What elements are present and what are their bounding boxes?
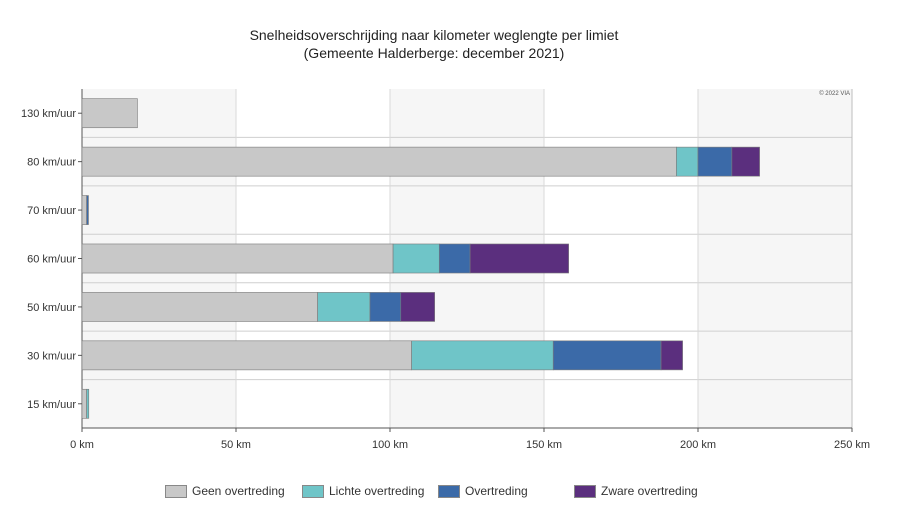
bar-segment: [317, 292, 371, 322]
x-tick-label: 250 km: [834, 439, 870, 451]
legend-item-lichte: Lichte overtreding: [302, 483, 424, 499]
y-tick-label: 60 km/uur: [27, 254, 76, 266]
bar-segment: [411, 340, 554, 371]
legend-swatch: [165, 484, 187, 498]
legend-label: Geen overtreding: [192, 484, 285, 498]
legend-item-geen: Geen overtreding: [165, 483, 285, 499]
x-tick-label: 100 km: [372, 439, 408, 451]
y-tick-label: 80 km/uur: [27, 157, 76, 169]
bar-segment: [369, 292, 402, 322]
legend: Geen overtreding Lichte overtreding Over…: [0, 483, 924, 501]
bar-segment: [392, 243, 440, 274]
bar-chart: 130 km/uur 80 km/uur 70 km/uur 60 km/uur 50 …: [21, 89, 870, 451]
bar-segment: [469, 243, 569, 274]
bar-segment: [660, 340, 683, 371]
bar-segment: [81, 98, 138, 129]
bar-segment: [81, 292, 318, 322]
bar-segment: [552, 340, 662, 371]
legend-label: Zware overtreding: [601, 484, 698, 498]
x-tick-label: 150 km: [526, 439, 562, 451]
legend-label: Overtreding: [465, 484, 528, 498]
plot-band: [544, 89, 698, 428]
y-tick-label: 130 km/uur: [21, 108, 76, 120]
bar-segment: [400, 292, 435, 322]
bar-segment: [438, 243, 471, 274]
bar-segment: [81, 340, 412, 371]
bar-segment: [731, 146, 760, 177]
bar-segment: [81, 388, 87, 419]
plot-band: [698, 89, 852, 428]
bar-segment: [697, 146, 733, 177]
legend-label: Lichte overtreding: [329, 484, 425, 498]
bar-segment: [86, 388, 90, 419]
chart-subtitle: (Gemeente Halderberge: december 2021): [303, 45, 565, 61]
x-tick-label: 200 km: [680, 439, 716, 451]
copyright-watermark: © 2022 VIA: [819, 90, 850, 97]
legend-item-overtreding: Overtreding: [438, 483, 528, 499]
bar-segment: [676, 146, 699, 177]
bar-segment: [81, 146, 677, 177]
x-tick-label: 0 km: [70, 439, 94, 451]
x-tick-label: 50 km: [221, 439, 251, 451]
chart-title: Snelheidsoverschrijding naar kilometer w…: [249, 27, 619, 43]
y-tick-label: 70 km/uur: [27, 205, 76, 217]
y-tick-label: 15 km/uur: [27, 399, 76, 411]
legend-swatch: [438, 484, 460, 498]
y-tick-label: 50 km/uur: [27, 302, 76, 314]
legend-swatch: [574, 484, 596, 498]
legend-item-zware: Zware overtreding: [574, 483, 698, 499]
bar-segment: [81, 243, 394, 274]
bar-segment: [81, 195, 87, 225]
y-tick-label: 30 km/uur: [27, 350, 76, 362]
legend-swatch: [302, 484, 324, 498]
bar-segment: [86, 195, 89, 225]
